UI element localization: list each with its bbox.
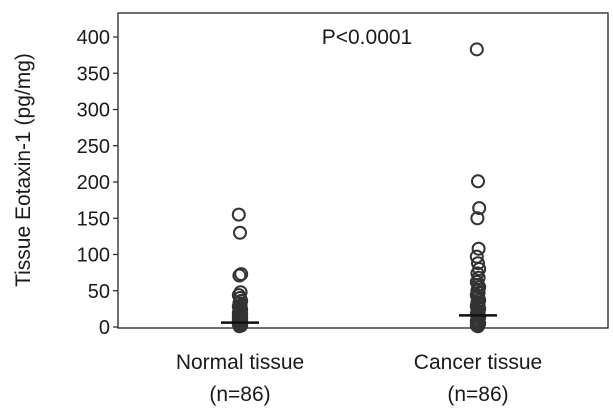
x-category-label-cancer: Cancer tissue	[414, 351, 542, 374]
y-tick-label: 50	[88, 281, 110, 303]
y-axis-ticks: 0 50 100 150 200 250 300 350 400	[77, 27, 118, 339]
y-tick-label: 200	[77, 172, 110, 194]
median-lines	[221, 314, 497, 324]
x-category-n-cancer: (n=86)	[447, 383, 508, 406]
data-point	[471, 241, 486, 256]
data-point	[470, 211, 485, 226]
data-point	[471, 256, 485, 271]
plot-frame	[117, 12, 609, 329]
y-tick-label: 100	[77, 245, 110, 267]
y-tick-label: 0	[99, 317, 110, 339]
y-tick-label: 400	[77, 27, 110, 49]
data-point	[472, 201, 487, 216]
data-point	[469, 42, 484, 57]
data-point	[233, 225, 247, 240]
data-points	[231, 42, 487, 334]
y-tick-label: 150	[77, 208, 110, 230]
x-category-n-normal: (n=86)	[209, 383, 270, 406]
y-tick-label: 350	[77, 63, 110, 85]
data-point	[471, 319, 485, 334]
y-axis-title: Tissue Eotaxin-1 (pg/mg)	[12, 53, 35, 287]
x-category-label-normal: Normal tissue	[176, 351, 304, 374]
data-point	[231, 207, 246, 222]
y-tick-label: 300	[77, 100, 110, 122]
y-tick-label: 250	[77, 136, 110, 158]
data-point	[234, 267, 249, 282]
data-point	[232, 268, 247, 283]
data-point	[232, 319, 247, 334]
data-point	[471, 174, 485, 189]
p-value-annotation: P<0.0001	[322, 26, 413, 49]
